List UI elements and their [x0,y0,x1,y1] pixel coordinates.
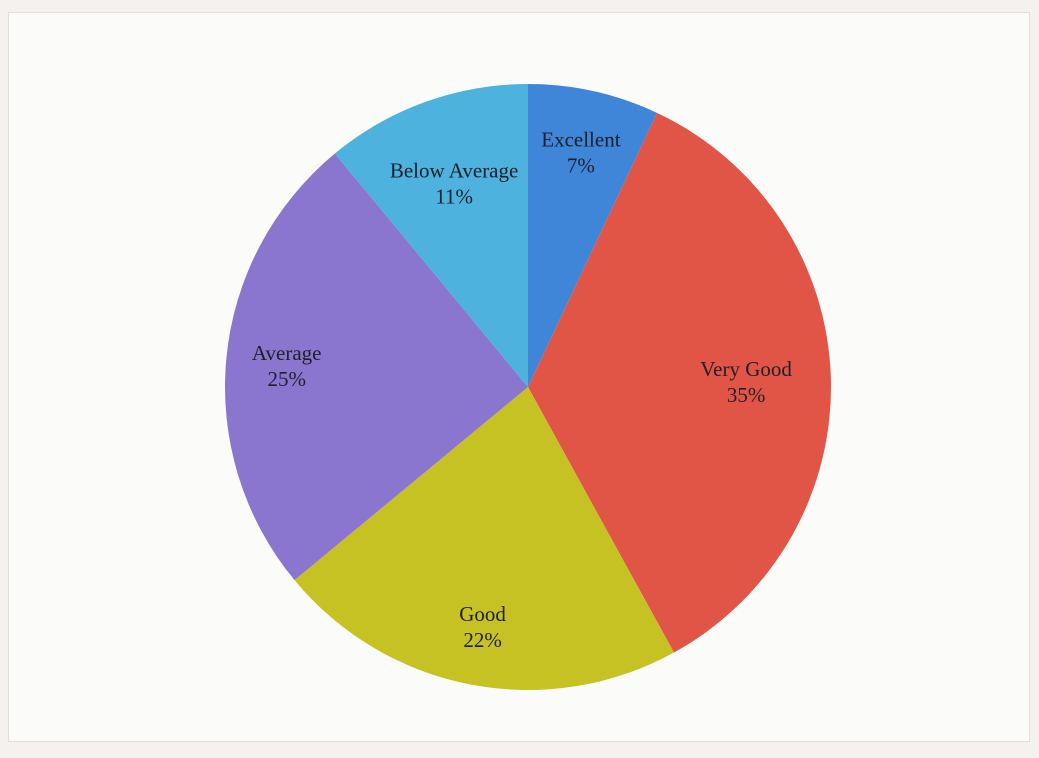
pie-slice-average [224,153,529,581]
pie-slice-good [294,387,674,691]
pie-slice-very-good [528,112,831,653]
slice-label-very-good: Very Good [700,357,792,381]
pie-slices [224,84,831,691]
slice-label-excellent: Excellent [541,127,620,151]
slice-value-excellent: 7% [567,153,595,177]
pie-slice-excellent [528,84,658,387]
pie-slice-below-average [334,84,528,387]
slice-label-average: Average [252,341,322,365]
slice-value-below-average: 11% [435,185,473,209]
slice-value-very-good: 35% [727,383,766,407]
slice-label-below-average: Below Average [390,159,518,183]
slice-value-good: 22% [463,628,502,652]
slice-value-average: 25% [267,367,306,391]
slice-label-good: Good [459,602,506,626]
